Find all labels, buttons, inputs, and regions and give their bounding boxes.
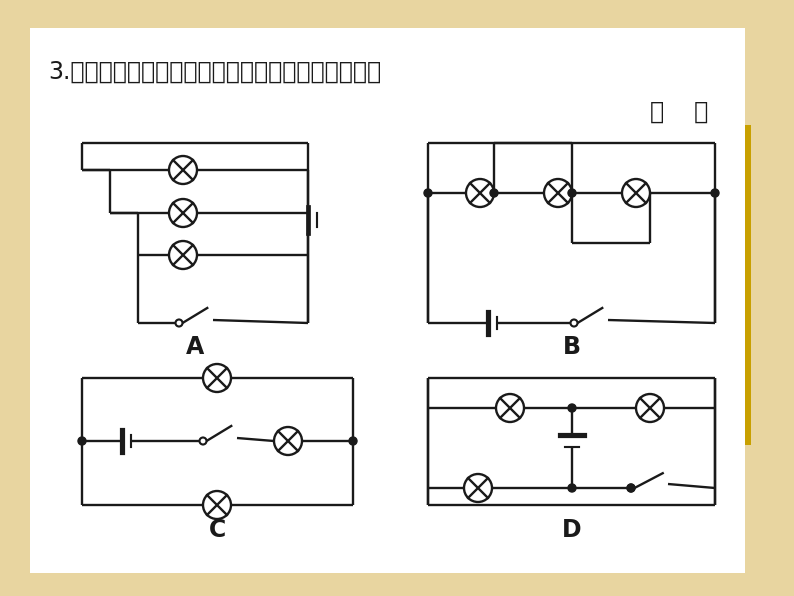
Bar [745, 125, 751, 445]
Circle shape [496, 394, 524, 422]
Circle shape [169, 199, 197, 227]
Circle shape [203, 364, 231, 392]
Circle shape [636, 394, 664, 422]
Text: C: C [208, 518, 225, 542]
Text: （    ）: （ ） [650, 100, 708, 124]
Circle shape [169, 241, 197, 269]
Circle shape [571, 319, 577, 327]
Circle shape [544, 179, 572, 207]
Circle shape [203, 491, 231, 519]
Text: D: D [562, 518, 582, 542]
Circle shape [175, 319, 183, 327]
Circle shape [78, 437, 86, 445]
Circle shape [568, 484, 576, 492]
Circle shape [627, 485, 634, 492]
Circle shape [464, 474, 492, 502]
Circle shape [274, 427, 302, 455]
Circle shape [627, 484, 635, 492]
Circle shape [568, 189, 576, 197]
Circle shape [490, 189, 498, 197]
Text: 3.（易错题）如图所示电路中，三个灯泡都并联的是: 3.（易错题）如图所示电路中，三个灯泡都并联的是 [48, 60, 381, 84]
Circle shape [424, 189, 432, 197]
Circle shape [466, 179, 494, 207]
Circle shape [622, 179, 650, 207]
Circle shape [568, 404, 576, 412]
Circle shape [711, 189, 719, 197]
Text: B: B [563, 335, 581, 359]
Circle shape [199, 437, 206, 445]
Circle shape [349, 437, 357, 445]
Circle shape [169, 156, 197, 184]
Text: A: A [186, 335, 204, 359]
